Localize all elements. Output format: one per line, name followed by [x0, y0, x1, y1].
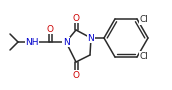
- Text: O: O: [73, 14, 79, 22]
- Text: Cl: Cl: [140, 52, 149, 61]
- Text: Cl: Cl: [140, 15, 149, 24]
- Text: O: O: [46, 24, 53, 33]
- Text: N: N: [88, 33, 94, 42]
- Text: O: O: [73, 70, 79, 79]
- Text: NH: NH: [25, 38, 39, 47]
- Text: N: N: [63, 38, 69, 47]
